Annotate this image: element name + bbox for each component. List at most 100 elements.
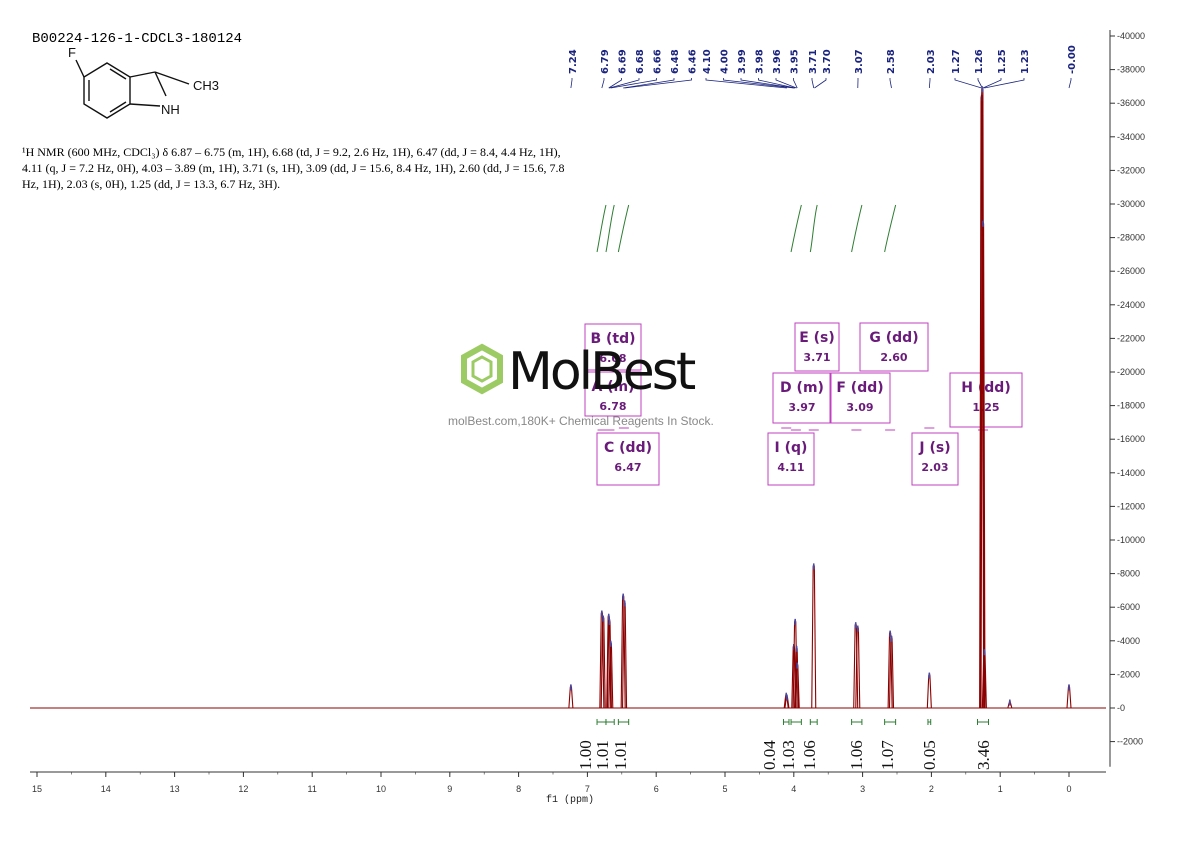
nmr-description: ¹H NMR (600 MHz, CDCl₃) δ 6.87 – 6.75 (m… [22,145,565,191]
multiplet-box [772,372,832,424]
multiplet-name: A (m) [591,379,634,395]
y-tick-label: -20000 [1117,367,1145,377]
methyl-label: CH3 [193,78,219,93]
y-tick-label: -28000 [1117,233,1145,243]
integral-value: 3.46 [974,740,993,770]
multiplet-box [949,372,1023,428]
y-tick-label: -36000 [1117,98,1145,108]
peak-label-leader [570,78,573,89]
y-tick-label: -2000 [1117,669,1140,679]
y-tick-label: -16000 [1117,434,1145,444]
multiplet-box [584,371,642,417]
peak-label-leader [608,78,622,89]
peak-label-leader [889,78,892,89]
peak-label-leader [982,78,1002,89]
x-tick-label: 2 [929,784,934,794]
integral-curve [605,204,615,253]
peak-shift-label: 3.99 [737,49,748,74]
x-tick-label: 10 [376,784,386,794]
multiplet-name: E (s) [799,330,835,346]
y-tick-label: -24000 [1117,300,1145,310]
integral-curve [790,204,802,253]
x-tick-label: 4 [791,784,796,794]
peak-shift-label: 6.69 [618,49,629,74]
peak-shift-label: 2.58 [886,49,897,74]
x-tick-label: 0 [1066,784,1071,794]
peak-shift-label: 4.00 [720,49,731,74]
multiplet-box [584,323,642,371]
peak-label-leader [928,78,931,89]
multiplet-name: H (dd) [961,380,1010,396]
integral-value: 1.07 [878,740,897,770]
multiplet-box [767,432,815,486]
molbest-logo-icon [461,343,503,395]
multiplet-box [794,322,840,372]
peak-label-leader [954,78,982,89]
peak-shift-label: 6.79 [600,49,611,74]
spectrum-group [30,86,1106,709]
peak-shift-label: 4.10 [702,49,713,74]
peak-shift-label: 3.96 [772,49,783,74]
multiplet-name: D (m) [780,380,824,396]
peak-shift-label: 3.71 [808,49,819,74]
peak-label-leader [609,78,640,89]
integral-curve [884,204,897,253]
y-tick-label: -0 [1117,703,1125,713]
x-tick-label: 9 [447,784,452,794]
y-tick-label: -38000 [1117,65,1145,75]
integral-value: 0.04 [760,740,779,770]
integral-value: 1.06 [800,740,819,770]
peak-shift-label: 6.66 [653,49,664,74]
multiplet-shift: 1.25 [972,401,999,414]
peak-label-leader [624,78,692,89]
peak-label-leader [623,78,675,89]
integral-value: 1.01 [611,740,630,770]
peak-shift-label: 1.26 [974,49,985,74]
peak-label-leader [1068,78,1072,89]
multiplet-name: J (s) [918,440,950,456]
x-tick-label: 7 [585,784,590,794]
watermark-brand: MolBest [508,342,696,402]
y-tick-label: -12000 [1117,501,1145,511]
plot-axes: 15 14 13 12 11 10 9 8 7 6 5 4 3 2 1 0--2000-0-2000-4000… [30,30,1145,794]
x-tick-label: 8 [516,784,521,794]
peak-shift-label: 6.68 [635,49,646,74]
multiplet-box [596,432,660,486]
peak-shift-label: 3.98 [755,49,766,74]
y-tick-label: -32000 [1117,165,1145,175]
peak-label-leader [984,78,1025,89]
peak-label-leader [740,78,795,89]
multiplet-box [829,372,891,424]
y-tick-label: -30000 [1117,199,1145,209]
x-tick-label: 13 [170,784,180,794]
multiplet-shift: 3.09 [846,401,873,414]
peak-label-leader [977,78,983,89]
integral-curve [617,204,630,253]
peak-shift-label: 1.27 [951,49,962,74]
integral-value: 0.05 [920,740,939,770]
integral-curve [596,204,607,253]
nh-label: NH [161,102,180,117]
peak-label-leader [705,78,787,89]
y-tick-label: -8000 [1117,569,1140,579]
peak-label-leader [811,78,815,89]
integral-curve [809,204,818,253]
x-axis-title: f1 (ppm) [546,795,595,806]
y-tick-label: -18000 [1117,401,1145,411]
multiplet-box [859,322,929,372]
multiplet-shift: 2.03 [921,461,948,474]
peak-shift-label: 6.46 [688,49,699,74]
multiplet-shift: 6.47 [614,461,641,474]
peak-label-leader [601,78,605,89]
x-tick-label: 3 [860,784,865,794]
integral-value: 1.06 [847,740,866,770]
integral-value: 1.00 [576,740,595,770]
y-tick-label: -34000 [1117,132,1145,142]
multiplet-name: G (dd) [869,330,918,346]
peak-shift-label: 3.07 [854,49,865,74]
y-tick-label: --2000 [1117,737,1143,747]
multiplet-box [911,432,959,486]
x-tick-label: 15 [32,784,42,794]
integral-value: 1.03 [779,740,798,770]
